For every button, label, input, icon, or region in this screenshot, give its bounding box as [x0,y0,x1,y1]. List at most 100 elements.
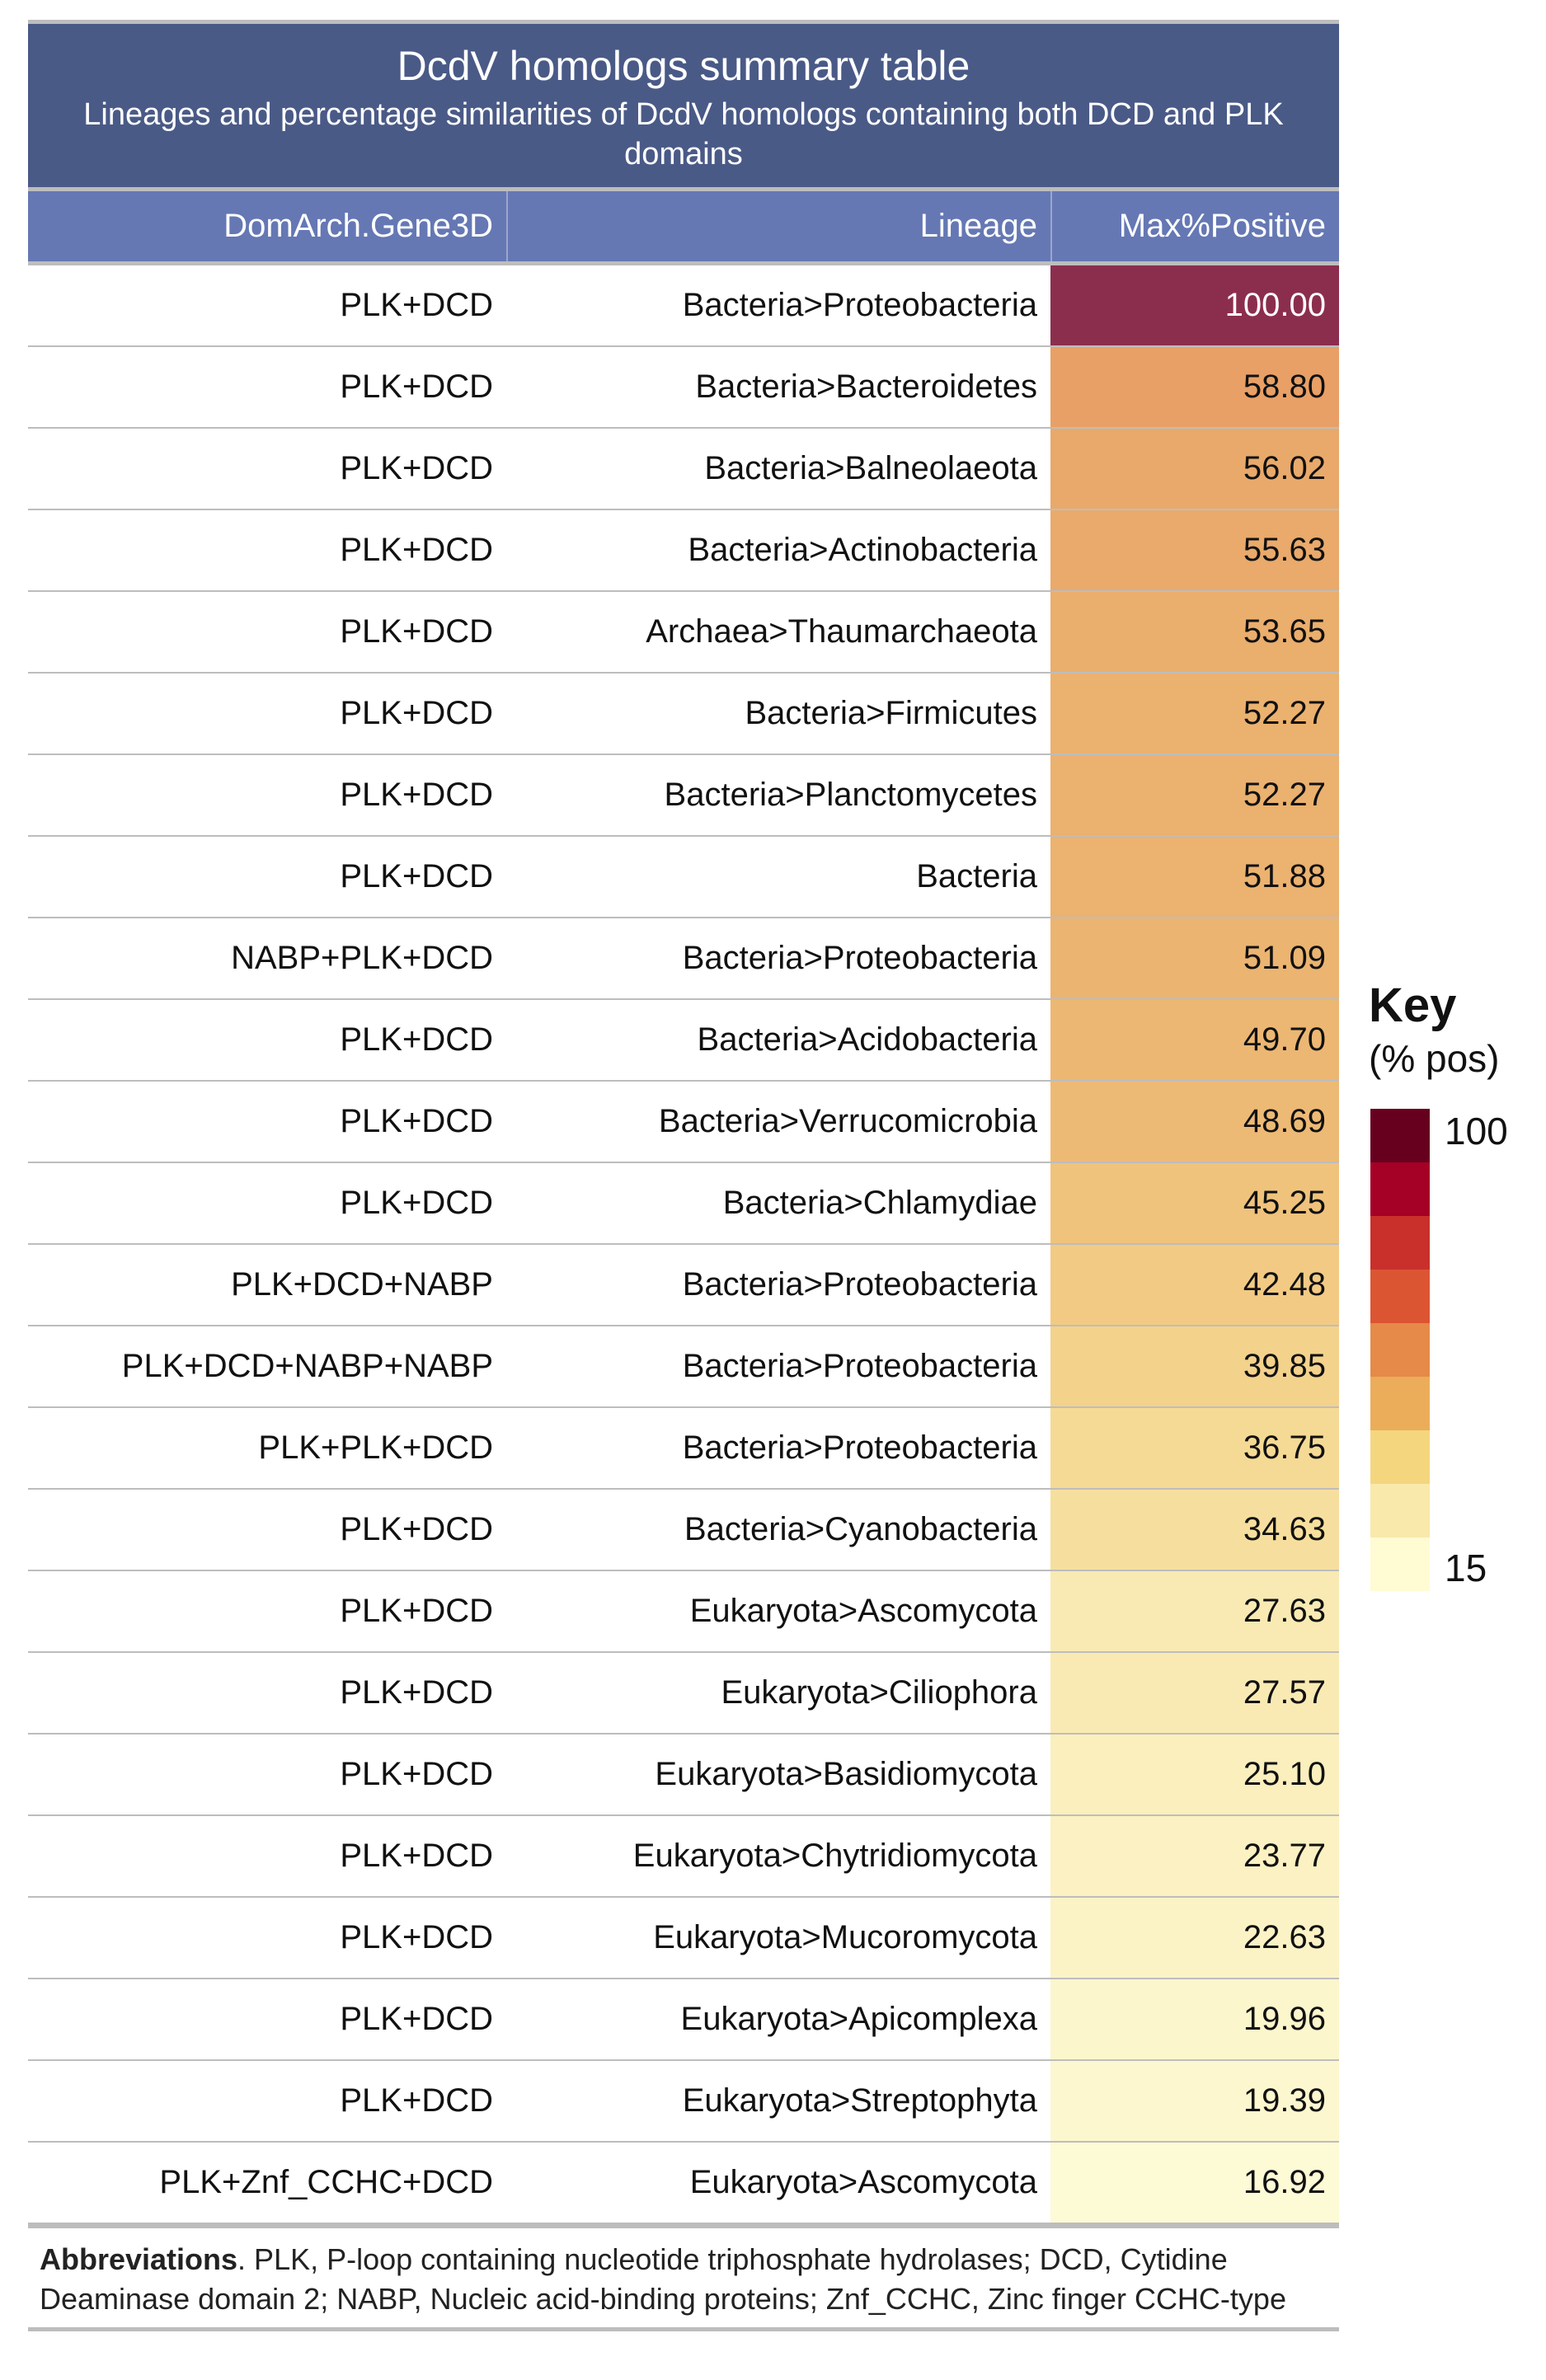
cell-maxpositive: 23.77 [1050,1816,1339,1896]
cell-lineage: Eukaryota>Ascomycota [689,2164,1037,2200]
key-max-label: 100 [1445,1110,1508,1152]
cell-domarch: PLK+DCD [340,1103,493,1139]
cell-lineage: Eukaryota>Streptophyta [682,2082,1037,2119]
cell-domarch: PLK+DCD [340,1674,493,1711]
cell-lineage: Bacteria [916,858,1037,894]
table-row: PLK+DCD Bacteria>Planctomycetes 52.27 [28,755,1339,837]
table-row: PLK+DCD Eukaryota>Apicomplexa 19.96 [28,1979,1339,2061]
table-body: PLK+DCD Bacteria>Proteobacteria 100.00 PLK+… [28,265,1339,2224]
table-row: PLK+DCD Eukaryota>Ascomycota 27.63 [28,1571,1339,1653]
cell-lineage: Bacteria>Chlamydiae [722,1185,1037,1221]
cell-maxpositive: 55.63 [1050,510,1339,590]
cell-lineage: Bacteria>Bacteroidetes [695,369,1037,405]
abbreviations-note: Abbreviations. PLK, P-loop containing nu… [28,2228,1339,2327]
cell-domarch: PLK+DCD [340,1185,493,1221]
cell-maxpositive: 52.27 [1050,755,1339,835]
cell-domarch: PLK+Znf_CCHC+DCD [159,2164,493,2200]
cell-domarch: PLK+DCD [340,287,493,323]
key-swatch [1370,1162,1430,1216]
cell-maxpositive: 45.25 [1050,1163,1339,1243]
cell-domarch: PLK+DCD+NABP [231,1266,493,1303]
cell-domarch: PLK+DCD [340,450,493,486]
cell-domarch: PLK+DCD+NABP+NABP [121,1348,493,1384]
cell-lineage: Bacteria>Proteobacteria [682,1429,1037,1466]
cell-domarch: NABP+PLK+DCD [231,940,493,976]
cell-domarch: PLK+DCD [340,1511,493,1547]
cell-lineage: Eukaryota>Ascomycota [689,1593,1037,1629]
key-swatch [1370,1430,1430,1484]
cell-domarch: PLK+DCD [340,1756,493,1792]
cell-domarch: PLK+DCD [340,1593,493,1629]
key-color-bar [1370,1109,1430,1591]
table-row: PLK+Znf_CCHC+DCD Eukaryota>Ascomycota 16.9… [28,2143,1339,2224]
key-swatch [1370,1323,1430,1377]
table-row: PLK+DCD Archaea>Thaumarchaeota 53.65 [28,592,1339,674]
cell-lineage: Bacteria>Proteobacteria [682,940,1037,976]
cell-lineage: Bacteria>Verrucomicrobia [658,1103,1037,1139]
cell-maxpositive: 58.80 [1050,347,1339,427]
cell-domarch: PLK+PLK+DCD [258,1429,493,1466]
cell-domarch: PLK+DCD [340,695,493,731]
abbreviations-text: . PLK, P-loop containing nucleotide trip… [40,2242,1286,2316]
key-swatch [1370,1377,1430,1430]
cell-maxpositive: 52.27 [1050,674,1339,753]
abbreviations-label: Abbreviations [40,2242,238,2276]
cell-maxpositive: 19.39 [1050,2061,1339,2141]
table-row: PLK+DCD Eukaryota>Basidiomycota 25.10 [28,1735,1339,1816]
table-row: PLK+DCD Bacteria>Bacteroidetes 58.80 [28,347,1339,429]
table-row: PLK+DCD Bacteria>Acidobacteria 49.70 [28,1000,1339,1082]
column-header-domarch: DomArch.Gene3D [223,208,493,244]
cell-maxpositive: 48.69 [1050,1082,1339,1162]
cell-maxpositive: 34.63 [1050,1490,1339,1570]
cell-maxpositive: 100.00 [1050,265,1339,345]
table-row: PLK+DCD Bacteria>Cyanobacteria 34.63 [28,1490,1339,1571]
key-subtitle: (% pos) [1369,1037,1500,1080]
key-swatch [1370,1537,1430,1591]
cell-maxpositive: 51.88 [1050,837,1339,917]
key-swatch [1370,1216,1430,1270]
table-row: PLK+DCD Bacteria>Firmicutes 52.27 [28,674,1339,755]
cell-maxpositive: 49.70 [1050,1000,1339,1080]
table-row: PLK+DCD Eukaryota>Ciliophora 27.57 [28,1653,1339,1735]
table-title: DcdV homologs summary table [397,43,970,89]
table-row: PLK+DCD Eukaryota>Mucoromycota 22.63 [28,1898,1339,1979]
cell-domarch: PLK+DCD [340,2082,493,2119]
cell-maxpositive: 53.65 [1050,592,1339,672]
cell-lineage: Bacteria>Planctomycetes [664,777,1037,813]
cell-lineage: Bacteria>Balneolaeota [704,450,1037,486]
cell-maxpositive: 39.85 [1050,1326,1339,1406]
bottom-rule [28,2224,1339,2228]
cell-domarch: PLK+DCD [340,613,493,650]
table-row: PLK+DCD+NABP+NABP Bacteria>Proteobacteria… [28,1326,1339,1408]
cell-maxpositive: 42.48 [1050,1245,1339,1325]
key-swatch [1370,1109,1430,1162]
cell-maxpositive: 25.10 [1050,1735,1339,1814]
cell-lineage: Eukaryota>Ciliophora [721,1674,1037,1711]
cell-lineage: Bacteria>Actinobacteria [688,532,1037,568]
cell-lineage: Bacteria>Acidobacteria [697,1021,1037,1058]
title-block: DcdV homologs summary table Lineages and… [28,24,1339,187]
table-row: PLK+DCD Bacteria>Verrucomicrobia 48.69 [28,1082,1339,1163]
table-row: PLK+DCD Eukaryota>Chytridiomycota 23.77 [28,1816,1339,1898]
table-row: NABP+PLK+DCD Bacteria>Proteobacteria 51.09 [28,918,1339,1000]
cell-lineage: Eukaryota>Mucoromycota [653,1919,1037,1955]
cell-lineage: Archaea>Thaumarchaeota [646,613,1037,650]
column-header-maxpositive: Max%Positive [1050,191,1339,261]
top-rule [28,20,1339,24]
cell-maxpositive: 36.75 [1050,1408,1339,1488]
cell-maxpositive: 27.57 [1050,1653,1339,1733]
table-row: PLK+DCD Bacteria>Chlamydiae 45.25 [28,1163,1339,1245]
key-title: Key [1369,979,1457,1032]
cell-domarch: PLK+DCD [340,2001,493,2037]
color-key: Key (% pos) 100 15 [1369,977,1508,1591]
cell-domarch: PLK+DCD [340,858,493,894]
key-swatch [1370,1270,1430,1323]
cell-maxpositive: 56.02 [1050,429,1339,509]
cell-domarch: PLK+DCD [340,1919,493,1955]
table-row: PLK+PLK+DCD Bacteria>Proteobacteria 36.75 [28,1408,1339,1490]
key-min-label: 15 [1445,1547,1487,1589]
cell-maxpositive: 27.63 [1050,1571,1339,1651]
cell-maxpositive: 16.92 [1050,2143,1339,2223]
table-row: PLK+DCD Bacteria 51.88 [28,837,1339,918]
cell-domarch: PLK+DCD [340,777,493,813]
